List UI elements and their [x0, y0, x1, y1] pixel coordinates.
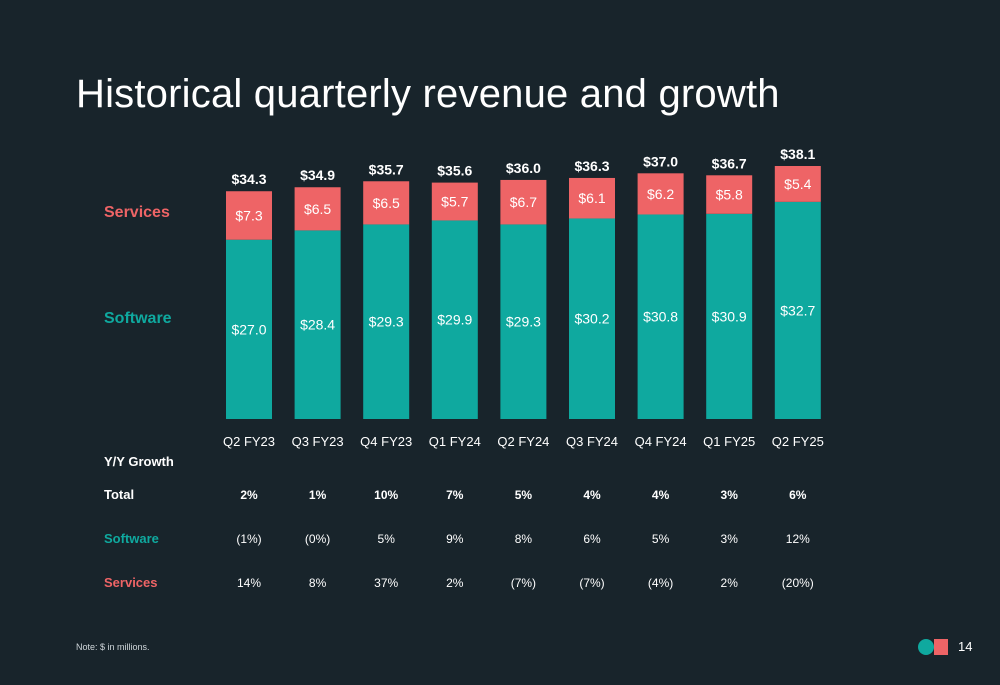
total-value-label: $36.0 — [506, 160, 541, 176]
growth-cell: 12% — [785, 532, 810, 546]
legend-services-label: Services — [104, 204, 170, 221]
growth-cell: (1%) — [236, 532, 262, 546]
services-bar — [431, 182, 478, 221]
footnote: Note: $ in millions. — [76, 642, 150, 652]
growth-cell: 2% — [240, 488, 258, 502]
page-number: 14 — [958, 639, 973, 654]
services-bar — [363, 181, 410, 225]
growth-cell: 14% — [236, 576, 262, 590]
services-value-label: $5.7 — [441, 194, 468, 210]
services-value-label: $5.8 — [716, 187, 743, 203]
category-tick-label: Q3 FY24 — [566, 434, 618, 449]
growth-cell: (7%) — [510, 576, 537, 590]
software-value-label: $30.2 — [574, 311, 609, 327]
total-value-label: $34.3 — [231, 171, 266, 187]
total-value-label: $35.7 — [369, 161, 404, 177]
total-value-label: $37.0 — [643, 153, 678, 169]
software-bar — [294, 230, 341, 419]
growth-cell: 5% — [377, 532, 395, 546]
growth-cell: 4% — [651, 488, 670, 502]
growth-cell: 2% — [720, 576, 738, 590]
category-tick-label: Q4 FY24 — [635, 434, 687, 449]
software-bar — [637, 214, 684, 419]
growth-cell: 6% — [789, 488, 807, 502]
services-value-label: $6.2 — [647, 186, 674, 202]
category-tick-label: Q2 FY23 — [223, 434, 275, 449]
software-value-label: $29.3 — [369, 314, 404, 330]
growth-cell: 10% — [374, 488, 399, 502]
growth-cell: (20%) — [781, 576, 814, 590]
services-value-label: $6.1 — [578, 190, 605, 206]
growth-row-label: Services — [104, 575, 158, 590]
growth-cell: 5% — [514, 488, 533, 502]
software-bar — [569, 218, 615, 419]
growth-cell: 9% — [446, 532, 464, 546]
software-value-label: $29.3 — [506, 314, 541, 330]
services-value-label: $7.3 — [235, 207, 262, 223]
total-value-label: $34.9 — [300, 167, 335, 183]
category-tick-label: Q1 FY25 — [703, 434, 755, 449]
services-bar — [294, 187, 341, 231]
category-tick-label: Q4 FY23 — [360, 434, 412, 449]
category-tick-label: Q2 FY25 — [772, 434, 824, 449]
growth-cell: 4% — [583, 488, 601, 502]
slide-title: Historical quarterly revenue and growth — [76, 72, 780, 116]
software-value-label: $32.7 — [780, 302, 815, 318]
total-value-label: $38.1 — [780, 146, 815, 162]
total-value-label: $36.3 — [574, 158, 609, 174]
software-bar — [226, 239, 272, 419]
services-bar — [569, 177, 615, 219]
legend-software-label: Software — [104, 310, 172, 327]
growth-cell: 37% — [374, 576, 399, 590]
services-value-label: $6.5 — [304, 201, 331, 217]
growth-cell: (4%) — [647, 576, 674, 590]
growth-cell: 5% — [651, 532, 670, 546]
software-bar — [706, 213, 753, 419]
software-value-label: $28.4 — [300, 317, 335, 333]
growth-cell: 2% — [446, 576, 464, 590]
growth-cell: 8% — [514, 532, 533, 546]
brand-square-icon — [934, 639, 948, 655]
services-bar — [637, 173, 684, 215]
software-value-label: $30.9 — [712, 308, 747, 324]
growth-cell: (0%) — [304, 532, 331, 546]
software-value-label: $29.9 — [437, 312, 472, 328]
services-bar — [706, 175, 753, 214]
services-bar — [226, 191, 272, 240]
software-bar — [363, 224, 410, 419]
software-value-label: $30.8 — [643, 309, 678, 325]
growth-cell: 3% — [720, 532, 738, 546]
growth-cell: (7%) — [579, 576, 605, 590]
total-value-label: $36.7 — [712, 155, 747, 171]
growth-cell: 8% — [308, 576, 327, 590]
services-value-label: $6.7 — [510, 194, 537, 210]
brand-circle-icon — [918, 639, 934, 655]
services-bar — [774, 166, 821, 202]
category-tick-label: Q3 FY23 — [292, 434, 344, 449]
growth-cell: 3% — [720, 488, 738, 502]
category-tick-label: Q2 FY24 — [497, 434, 549, 449]
growth-cell: 6% — [583, 532, 601, 546]
software-bar — [774, 201, 821, 419]
software-bar — [500, 224, 547, 419]
services-value-label: $5.4 — [784, 176, 811, 192]
category-tick-label: Q1 FY24 — [429, 434, 481, 449]
software-value-label: $27.0 — [231, 321, 266, 337]
stacked-bar-chart: $27.0 $7.3 $34.3 Q2 FY23 $28.4 $6.5 $34.9 Q3 FY… — [223, 146, 824, 449]
services-value-label: $6.5 — [373, 195, 400, 211]
growth-row-label: Total — [104, 487, 135, 502]
software-bar — [431, 220, 478, 419]
growth-cell: 1% — [308, 488, 327, 502]
total-value-label: $35.6 — [437, 163, 472, 179]
services-bar — [500, 179, 547, 225]
growth-row-label: Software — [104, 531, 159, 546]
page-marker: 14 — [918, 638, 978, 658]
growth-cell: 7% — [446, 488, 464, 502]
